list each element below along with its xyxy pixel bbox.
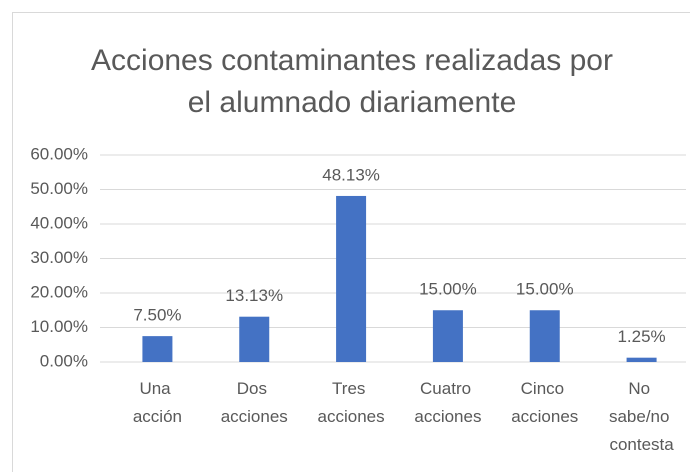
y-tick-label: 50.00%: [30, 179, 88, 198]
x-tick-label: Cinco acciones: [511, 379, 578, 426]
value-label: 15.00%: [419, 280, 477, 299]
value-label: 7.50%: [133, 306, 181, 325]
y-tick-label: 10.00%: [30, 317, 88, 336]
value-label: 1.25%: [617, 327, 665, 346]
x-tick-label: Dos acciones: [221, 379, 288, 426]
bar: [626, 357, 657, 362]
x-tick-label: Tres acciones: [318, 379, 385, 426]
x-tick-line: Una: [139, 379, 175, 398]
x-tick-line: acciones: [221, 407, 288, 426]
x-tick-line: contesta: [609, 435, 674, 454]
bar: [432, 310, 463, 362]
y-tick-label: 20.00%: [30, 282, 88, 301]
value-label: 13.13%: [225, 286, 283, 305]
x-tick-label: Una acción: [133, 379, 182, 426]
x-tick-line: acción: [133, 407, 182, 426]
y-tick-label: 60.00%: [30, 144, 88, 163]
x-tick-line: acciones: [511, 407, 578, 426]
value-label: 15.00%: [516, 280, 574, 299]
value-label: 48.13%: [322, 165, 380, 184]
x-tick-line: Cinco: [521, 379, 569, 398]
y-tick-label: 30.00%: [30, 248, 88, 267]
bar: [239, 316, 270, 362]
y-tick-label: 0.00%: [40, 351, 88, 370]
x-tick-line: Tres: [332, 379, 370, 398]
bar: [529, 310, 560, 362]
x-tick-line: sabe/no: [609, 407, 674, 426]
x-tick-line: acciones: [318, 407, 385, 426]
y-tick-label: 40.00%: [30, 213, 88, 232]
x-tick-line: acciones: [414, 407, 481, 426]
chart-title: Acciones contaminantes realizadas por el …: [91, 44, 613, 119]
x-tick-label: No sabe/no contesta: [609, 379, 674, 454]
title-line: Acciones contaminantes realizadas por: [91, 44, 613, 77]
x-tick-line: Dos: [237, 379, 272, 398]
bar: [336, 195, 367, 362]
x-tick-line: Cuatro: [420, 379, 476, 398]
bar: [142, 336, 173, 362]
x-tick-label: Cuatro acciones: [414, 379, 481, 426]
x-tick-line: No: [628, 379, 654, 398]
title-line: el alumnado diariamente: [188, 86, 517, 119]
